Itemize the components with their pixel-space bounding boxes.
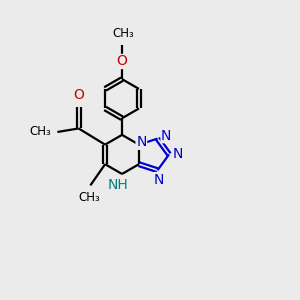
Text: O: O [117,55,128,68]
Text: O: O [73,88,84,102]
Text: CH₃: CH₃ [29,125,51,138]
Text: CH₃: CH₃ [112,27,134,40]
Text: N: N [154,172,164,187]
Text: CH₃: CH₃ [78,191,100,204]
Text: N: N [136,135,146,149]
Text: N: N [161,129,172,143]
Text: N: N [172,147,183,161]
Text: NH: NH [108,178,129,192]
